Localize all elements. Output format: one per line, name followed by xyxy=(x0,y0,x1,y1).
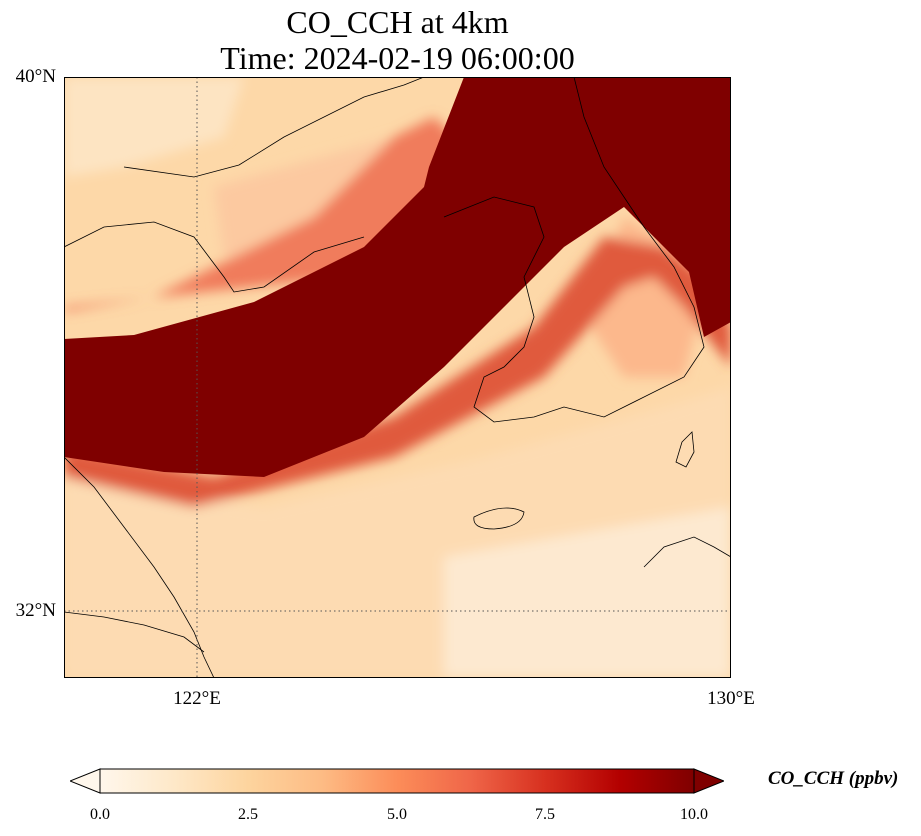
map-border xyxy=(64,77,731,678)
map-title-line2: Time: 2024-02-19 06:00:00 xyxy=(220,40,575,76)
concentration-map xyxy=(64,77,731,678)
coastline-china-east xyxy=(64,456,215,678)
tsushima-island xyxy=(675,431,695,468)
plume-edge-north xyxy=(64,117,484,312)
colorbar-tick-2: 5.0 xyxy=(387,806,407,823)
colorbar-tick-0: 0.0 xyxy=(90,806,110,823)
low-region-se xyxy=(444,507,731,678)
coastline-bohai xyxy=(123,77,425,178)
map-panel xyxy=(64,77,731,678)
high-concentration-plume xyxy=(64,77,731,477)
river-estuary xyxy=(64,611,205,653)
jeju-island xyxy=(473,507,525,530)
coastline-kyushu xyxy=(643,536,731,568)
colorbar xyxy=(68,768,726,794)
colorbar-graphic xyxy=(68,768,726,794)
colorbar-extend-max xyxy=(693,768,726,794)
lon-label-122e: 122°E xyxy=(173,688,221,709)
colorbar-extend-min xyxy=(68,768,101,794)
plume-edge-south xyxy=(64,237,731,507)
colorbar-tick-3: 7.5 xyxy=(535,806,555,823)
colorbar-tick-4: 10.0 xyxy=(680,806,708,823)
map-title-line1: CO_CCH at 4km xyxy=(286,4,509,40)
coastline-korea xyxy=(443,77,705,423)
colorbar-gradient xyxy=(100,769,694,793)
coastline-shandong xyxy=(64,221,365,293)
lat-label-40n: 40°N xyxy=(15,66,56,87)
lat-label-32n: 32°N xyxy=(15,600,56,621)
lon-label-130e: 130°E xyxy=(707,688,755,709)
colorbar-border xyxy=(99,768,695,794)
low-region-nw xyxy=(64,77,244,177)
colorbar-label: CO_CCH (ppbv) xyxy=(768,768,899,789)
colorbar-tick-1: 2.5 xyxy=(238,806,258,823)
